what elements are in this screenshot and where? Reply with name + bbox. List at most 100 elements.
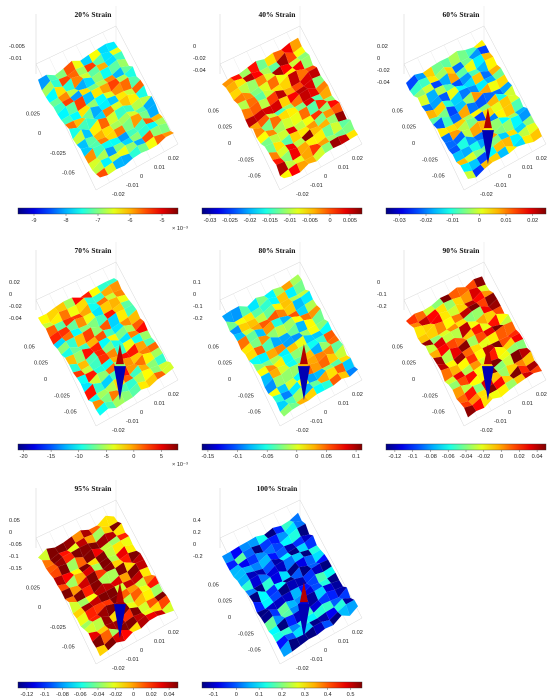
surface-patch bbox=[292, 386, 305, 403]
surface-patch bbox=[460, 401, 473, 408]
surface-patch bbox=[497, 365, 510, 377]
surface-patch bbox=[496, 313, 509, 325]
surface-patch bbox=[264, 616, 277, 632]
surface-patch bbox=[297, 523, 310, 537]
surface-patch bbox=[322, 108, 335, 119]
surface-patch bbox=[120, 66, 133, 75]
surface-patch bbox=[146, 597, 159, 609]
surface-patch bbox=[458, 87, 472, 100]
surface-patch bbox=[145, 136, 158, 150]
surface-patch bbox=[103, 74, 116, 83]
surface-patch bbox=[521, 371, 534, 379]
surface-patch bbox=[61, 347, 74, 358]
x-tick-label: -0.01 bbox=[126, 183, 139, 189]
surface-patch bbox=[276, 383, 289, 394]
colorbar-tick-label: -0.02 bbox=[109, 692, 122, 698]
surface-patch bbox=[459, 307, 472, 319]
surface-patch bbox=[84, 534, 97, 544]
surface-patch bbox=[38, 313, 51, 325]
surface-patch bbox=[293, 137, 306, 148]
surface-patch bbox=[262, 105, 275, 115]
colorbar-tick-label: 5 bbox=[160, 454, 163, 460]
surface-patch bbox=[116, 74, 129, 83]
surface-patch bbox=[297, 51, 310, 61]
surface-patch bbox=[81, 365, 94, 375]
surface-patch bbox=[87, 303, 100, 313]
surface-patch bbox=[327, 335, 340, 345]
surface-patch bbox=[71, 60, 84, 70]
surface-patch bbox=[444, 376, 457, 385]
surface-patch bbox=[101, 599, 114, 606]
surface-patch bbox=[270, 337, 283, 348]
y-tick-label: -0.025 bbox=[422, 393, 438, 399]
surface-patch bbox=[120, 630, 133, 641]
surface-patch bbox=[451, 313, 464, 324]
surface-patch bbox=[472, 148, 485, 159]
surface-plot-1: 20% Strain -0.005 -0.01 0.025 0 -0.025 -0.05 0.… bbox=[9, 6, 188, 232]
surface-patch bbox=[104, 531, 117, 543]
surface-patch bbox=[306, 574, 319, 586]
x-tick-label: 0.01 bbox=[154, 401, 165, 407]
surface-patch bbox=[312, 549, 325, 563]
z-tick-label: -0.2 bbox=[377, 304, 387, 310]
surface-patch bbox=[78, 88, 91, 96]
surface-patch bbox=[468, 69, 481, 77]
surface-patch bbox=[464, 405, 477, 418]
surface-patch bbox=[449, 347, 462, 360]
surface-patch bbox=[467, 321, 480, 329]
surface-patch bbox=[92, 526, 105, 543]
surface-patch bbox=[74, 572, 87, 586]
surface-peak bbox=[483, 108, 492, 129]
surface-patch bbox=[296, 633, 309, 646]
surface-patch bbox=[526, 122, 539, 135]
surface-patch bbox=[225, 80, 239, 94]
surface-patch bbox=[124, 66, 137, 78]
surface-patch bbox=[97, 137, 110, 145]
surface-patch bbox=[449, 129, 462, 141]
surface-patch bbox=[312, 75, 325, 89]
colorbar-tick-label: -5 bbox=[160, 218, 165, 224]
surface-patch bbox=[286, 342, 299, 354]
surface-patch bbox=[147, 575, 159, 589]
surface-patch bbox=[268, 297, 281, 305]
surface-patch bbox=[158, 123, 171, 134]
surface-patch bbox=[315, 554, 328, 564]
surface-patch bbox=[274, 581, 287, 591]
surface-patch bbox=[87, 316, 100, 328]
surface-patch bbox=[442, 84, 456, 92]
surface-patch bbox=[99, 557, 112, 570]
surface-patch bbox=[318, 592, 331, 605]
surface-patch bbox=[283, 317, 296, 333]
surface-patch bbox=[257, 352, 270, 364]
surface-patch bbox=[312, 308, 325, 325]
surface-patch bbox=[518, 108, 531, 123]
surface-patch bbox=[225, 559, 239, 571]
surface-patch bbox=[238, 541, 252, 553]
colorbar-tick-label: 0.3 bbox=[301, 692, 309, 698]
surface-patch bbox=[107, 554, 120, 562]
y-tick-label: 0.05 bbox=[392, 108, 403, 114]
surface-patch bbox=[462, 114, 475, 121]
plot-title: 90% Strain bbox=[443, 246, 481, 255]
surface-patch bbox=[471, 92, 484, 103]
surface-patch bbox=[515, 339, 527, 350]
surface-patch bbox=[253, 345, 266, 356]
surface-patch bbox=[429, 348, 442, 359]
surface-patch bbox=[448, 144, 461, 155]
surface-patch bbox=[112, 156, 125, 170]
surface-patch bbox=[437, 364, 450, 371]
surface-patch bbox=[476, 389, 489, 398]
surface-patch bbox=[116, 309, 129, 323]
surface-patch bbox=[102, 583, 115, 592]
surface-patch bbox=[258, 554, 272, 569]
surface-patch bbox=[326, 113, 339, 124]
surface-patch bbox=[100, 542, 113, 551]
surface-patch bbox=[468, 287, 482, 301]
surface-patch bbox=[464, 170, 477, 179]
x-tick-label: -0.01 bbox=[310, 657, 323, 663]
surface-patch bbox=[338, 587, 351, 599]
surface-patch bbox=[308, 545, 321, 555]
surface-patch bbox=[311, 330, 324, 340]
colorbar-tick-label: -0.025 bbox=[222, 218, 238, 224]
surface-patch bbox=[429, 95, 443, 110]
